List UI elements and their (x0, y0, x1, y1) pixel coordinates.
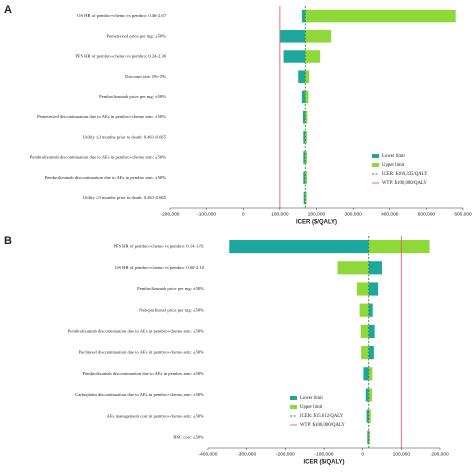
bar (363, 367, 369, 381)
bar (302, 110, 306, 124)
x-tick-label: -200,000 (161, 211, 180, 217)
x-tick-label: 100,000 (393, 451, 411, 457)
x-tick-label: -400,000 (199, 451, 218, 457)
category-label: Utility ≥3 months prior to death: 0.461-… (83, 195, 167, 200)
bar (368, 430, 371, 444)
category-label: Pembrolizumab discontinuation due to AEs… (30, 155, 166, 160)
panel-label: A (4, 4, 12, 16)
legend-swatch (290, 405, 297, 409)
bar (279, 30, 306, 43)
category-label: Pembrolizumab discontinuation due to AEs… (68, 328, 204, 333)
category-label: Utility ≤3 months prior to death: 0.461-… (83, 134, 167, 139)
x-tick-label: 100,000 (271, 211, 289, 217)
bar (368, 388, 372, 402)
x-tick-label: 300,000 (344, 211, 362, 217)
x-tick-label: 400,000 (381, 211, 399, 217)
x-tick-label: 600,000 (454, 211, 472, 217)
bar (368, 261, 382, 275)
category-label: PFS HR of pembro+chemo vs pembro: 0.24-2… (75, 54, 166, 59)
x-tick-label: 500,000 (418, 211, 436, 217)
legend-swatch (290, 396, 297, 400)
category-label: OS HR of pembro+chemo vs pembro: 0.60-2.… (115, 265, 205, 270)
bar (368, 282, 379, 296)
bar (368, 346, 374, 360)
bar (359, 303, 369, 317)
bar (303, 191, 306, 205)
bar (305, 90, 309, 104)
bar (301, 90, 306, 104)
x-axis-title: ICER ($/QALY) (296, 220, 337, 226)
x-tick-label: 200,000 (308, 211, 326, 217)
legend-label: Upper limit (382, 163, 405, 168)
bar (337, 261, 369, 275)
category-label: Pembrolizumab price per mg: ±50% (137, 286, 204, 291)
bar (305, 131, 307, 144)
category-label: PFS HR of pembro+chemo vs pembro: 0.14-1… (113, 244, 204, 249)
bar (368, 367, 373, 381)
bar (365, 388, 369, 402)
bar (368, 303, 373, 317)
bar (368, 240, 430, 254)
legend-label: Lower limit (382, 154, 405, 159)
x-tick-label: 200,000 (431, 451, 449, 457)
bar (303, 171, 306, 184)
category-label: Pembrolizumab discontinuation due to AEs… (83, 371, 205, 376)
category-label: Pembrolizumab price per mg: ±50% (99, 94, 166, 99)
category-label: AEs management cost in pembro+chemo arm:… (107, 413, 205, 418)
category-label: Pemetrexed price per mg: ±50% (107, 33, 167, 38)
bar (305, 9, 456, 23)
bar (298, 70, 306, 83)
bar (229, 240, 369, 254)
bar (305, 110, 308, 124)
category-label: Paclitaxel discontinuation due to AEs in… (79, 350, 204, 355)
legend-label: ICER: $15,612/QALY (300, 414, 344, 419)
x-axis-title: ICER ($/QALY) (303, 460, 344, 466)
bar (360, 324, 369, 338)
legend-swatch (372, 154, 379, 158)
bar (303, 151, 306, 164)
bar (303, 131, 306, 144)
bar (361, 346, 369, 360)
bar (305, 151, 307, 164)
legend-label: WTP: $100,000/QALY (382, 181, 427, 186)
category-label: Discount rate: 0%-5% (125, 74, 166, 79)
category-label: Pemetrexed discontinuation due to AEs in… (37, 114, 166, 119)
x-tick-label: 0 (361, 451, 364, 457)
bar (305, 30, 332, 43)
category-label: Carboplatin discontinuation due to AEs i… (75, 392, 204, 397)
bar (305, 70, 310, 83)
category-label: Pembrolizumab discontinuation due to AEs… (45, 175, 167, 180)
legend-label: Lower limit (300, 396, 323, 401)
bar (301, 9, 306, 23)
x-tick-label: -100,000 (315, 451, 334, 457)
category-label: BSC cost: ±50% (173, 434, 204, 439)
legend-label: ICER: $169,335/QALY (382, 172, 428, 177)
bar (305, 171, 307, 184)
bar (305, 191, 307, 205)
bar (356, 282, 369, 296)
bar (368, 324, 375, 338)
x-tick-label: -300,000 (237, 451, 256, 457)
legend-label: Upper limit (300, 405, 323, 410)
bar (305, 50, 321, 63)
bar (368, 409, 371, 423)
x-tick-label: 0 (242, 211, 245, 217)
legend-swatch (372, 163, 379, 167)
panel-label: B (4, 235, 12, 247)
category-label: OS HR of pembro+chemo vs pembro: 0.46-2.… (77, 13, 167, 18)
category-label: Nab-paclitaxel price per mg: ±50% (139, 307, 204, 312)
legend-label: WTP: $100,000/QALY (300, 423, 345, 428)
bar (367, 430, 369, 444)
bar (366, 409, 369, 423)
x-tick-label: -100,000 (197, 211, 216, 217)
x-tick-label: -200,000 (276, 451, 295, 457)
bar (283, 50, 306, 63)
